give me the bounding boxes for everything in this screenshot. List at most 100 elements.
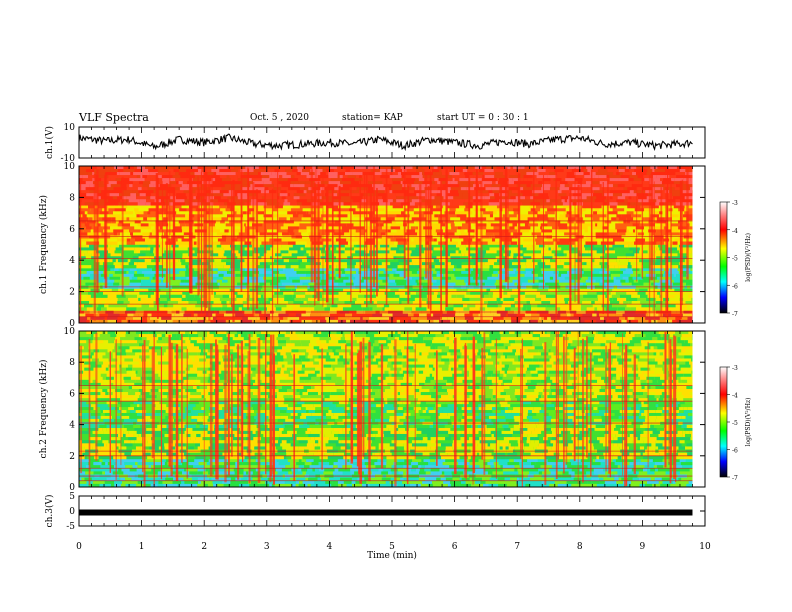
spectrogram-cell	[456, 288, 463, 292]
spectrogram-cell	[631, 196, 634, 200]
spectrogram-cell	[112, 196, 118, 200]
spectrogram-cell	[105, 297, 111, 302]
spectrogram-cell	[258, 276, 263, 281]
spectrogram-cell	[641, 307, 653, 311]
spectrogram-cell	[514, 247, 519, 251]
spectrogram-cell	[324, 187, 335, 191]
spectrogram-cell	[454, 223, 462, 227]
spectrogram-cell	[296, 190, 304, 194]
spectrogram-cell	[470, 259, 478, 263]
spectrogram-cell	[158, 319, 167, 324]
spectrogram-cell	[426, 316, 430, 321]
spectrogram-cell	[555, 256, 560, 260]
spectrogram-streak	[255, 189, 259, 309]
spectrogram-cell	[360, 232, 366, 236]
spectrogram-cell	[454, 190, 459, 194]
spectrogram-cell	[174, 319, 187, 324]
spectrogram-cell	[318, 235, 322, 239]
spectrogram-cell	[638, 199, 649, 203]
spectrogram-cell	[264, 291, 275, 296]
spectrogram-cell	[335, 238, 347, 242]
spectrogram-cell	[248, 208, 254, 212]
spectrogram-cell	[382, 291, 385, 296]
spectrogram-cell	[419, 313, 427, 318]
spectrogram-cell	[558, 276, 565, 281]
spectrogram-cell	[213, 250, 225, 254]
spectrogram-cell	[505, 313, 509, 318]
spectrogram-cell	[401, 232, 406, 236]
spectrogram-cell	[463, 238, 473, 242]
spectrogram-cell	[613, 253, 626, 257]
spectrogram-cell	[509, 169, 519, 173]
spectrogram-cell	[659, 247, 666, 251]
spectrogram-cell	[494, 196, 500, 200]
spectrogram-cell	[389, 181, 393, 185]
spectrogram-cell	[383, 184, 392, 188]
spectrogram-cell	[379, 316, 390, 321]
spectrogram-cell	[628, 279, 634, 283]
spectrogram-cell	[366, 288, 369, 292]
spectrogram-cell	[237, 291, 248, 296]
spectrogram-cell	[224, 288, 230, 292]
spectrogram-cell	[148, 288, 153, 292]
spectrogram-cell	[257, 259, 267, 263]
spectrogram-cell	[118, 169, 124, 173]
spectrogram-cell	[558, 244, 570, 248]
spectrogram-cell	[367, 268, 372, 272]
spectrogram-cell	[308, 304, 316, 308]
spectrogram-cell	[623, 187, 628, 191]
spectrogram-cell	[155, 232, 165, 236]
spectrogram-cell	[241, 247, 245, 251]
spectrogram-cell	[126, 184, 130, 188]
spectrogram-cell	[179, 223, 186, 227]
spectrogram-cell	[337, 193, 340, 197]
spectrogram-cell	[525, 196, 531, 200]
spectrogram-cell	[230, 169, 239, 173]
spectrogram-cell	[320, 178, 331, 182]
spectrogram-cell	[216, 316, 227, 321]
spectrogram-cell	[172, 319, 175, 324]
spectrogram-cell	[258, 307, 268, 311]
spectrogram-cell	[295, 253, 304, 257]
spectrogram-cell	[280, 190, 287, 194]
spectrogram-cell	[282, 175, 291, 179]
spectrogram-cell	[690, 268, 693, 272]
spectrogram-cell	[539, 244, 545, 248]
spectrogram-cell	[165, 458, 171, 463]
spectrogram-cell	[362, 172, 370, 176]
spectrogram-cell	[627, 205, 631, 209]
spectrogram-cell	[350, 202, 362, 206]
spectrogram-cell	[327, 276, 336, 281]
spectrogram-cell	[297, 256, 307, 260]
spectrogram-cell	[563, 458, 568, 463]
spectrogram-cell	[198, 169, 202, 173]
spectrogram-cell	[175, 220, 179, 224]
spectrogram-cell	[339, 175, 343, 179]
spectrogram-cell	[279, 169, 286, 173]
spectrogram-cell	[406, 282, 417, 286]
spectrogram-cell	[645, 166, 651, 170]
spectrogram-cell	[450, 256, 461, 260]
spectrogram-cell	[686, 282, 691, 286]
spectrogram-cell	[79, 279, 88, 283]
spectrogram-cell	[534, 235, 538, 239]
spectrogram-cell	[138, 253, 146, 257]
spectrogram-cell	[410, 256, 422, 260]
spectrogram-cell	[600, 256, 610, 260]
spectrogram-cell	[284, 199, 288, 203]
spectrogram-cell	[120, 214, 133, 218]
spectrogram-cell	[434, 178, 439, 182]
spectrogram-cell	[582, 313, 591, 318]
spectrogram-cell	[300, 247, 304, 251]
spectrogram-cell	[567, 226, 579, 230]
spectrogram-cell	[653, 238, 663, 242]
spectrogram-cell	[664, 304, 676, 308]
spectrogram-cell	[581, 268, 584, 272]
spectrogram-cell	[148, 307, 160, 311]
spectrogram-cell	[101, 301, 105, 305]
spectrogram-cell	[613, 247, 624, 251]
spectrogram-cell	[545, 169, 551, 173]
spectrogram-cell	[282, 268, 286, 272]
spectrogram-cell	[433, 304, 446, 308]
spectrogram-cell	[608, 262, 618, 266]
